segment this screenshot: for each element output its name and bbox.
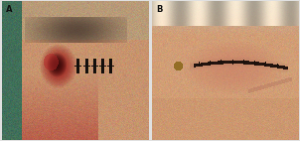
Text: A: A (6, 5, 12, 14)
Text: B: B (156, 5, 163, 14)
